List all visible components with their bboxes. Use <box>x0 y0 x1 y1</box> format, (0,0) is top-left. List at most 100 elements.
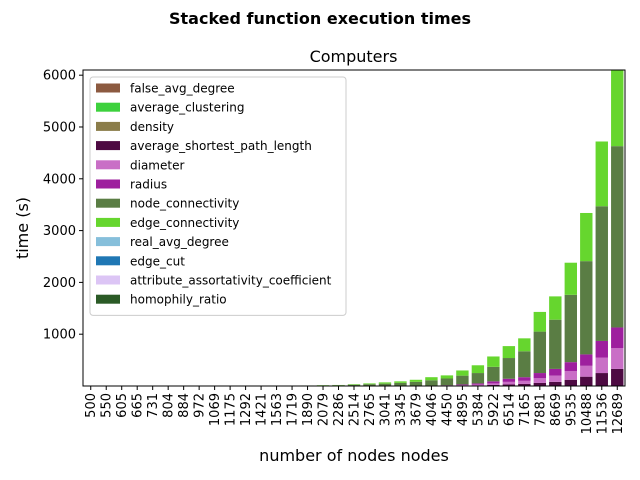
bar-edge_connectivity-3679 <box>409 379 423 382</box>
x-axis: 500 550 605 665 731 804 884 972 1069 1175 1292 1421… <box>84 386 626 434</box>
bar-edge_connectivity-12689 <box>611 70 624 147</box>
x-tick-label: 1421 <box>255 393 270 426</box>
bar-radius-7881 <box>533 373 547 379</box>
x-tick-label: 3041 <box>378 393 393 426</box>
bar-edge_connectivity-7165 <box>518 338 531 352</box>
bar-node_connectivity-7881 <box>533 331 547 374</box>
x-tick-label: 1069 <box>208 393 223 426</box>
bar-edge_connectivity-5384 <box>471 365 485 374</box>
legend-label-average_shortest_path_length: average_shortest_path_length <box>130 139 312 153</box>
x-tick-label: 4046 <box>425 393 440 426</box>
legend-swatch-edge_connectivity <box>96 217 120 227</box>
bar-radius-4450 <box>440 385 454 386</box>
bar-average_shortest_path_length-7881 <box>533 382 547 386</box>
legend-label-edge_connectivity: edge_connectivity <box>130 216 239 230</box>
bar-diameter-8669 <box>549 375 562 382</box>
legend-label-density: density <box>130 120 174 134</box>
y-tick-label: 6000 <box>43 69 76 84</box>
legend-swatch-radius <box>96 179 120 189</box>
bar-average_shortest_path_length-8669 <box>549 381 562 386</box>
bar-average_shortest_path_length-12689 <box>611 368 624 386</box>
bar-radius-5922 <box>487 381 500 384</box>
bar-radius-4895 <box>456 384 469 386</box>
legend: false_avg_degree average_clusteringdensit… <box>89 76 347 316</box>
bar-node_connectivity-4895 <box>456 375 469 385</box>
bar-diameter-7165 <box>518 380 531 384</box>
legend-label-real_avg_degree: real_avg_degree <box>130 235 229 249</box>
x-tick-label: 12689 <box>611 393 626 434</box>
bar-radius-5384 <box>471 383 485 385</box>
bar-edge_connectivity-3041 <box>378 382 392 384</box>
x-tick-label: 5384 <box>471 393 486 426</box>
x-axis-label: number of nodes nodes <box>259 446 449 465</box>
bar-edge_connectivity-7881 <box>533 311 547 332</box>
y-tick-label: 1000 <box>43 328 76 343</box>
y-tick-label: 3000 <box>43 224 76 239</box>
x-tick-label: 550 <box>100 393 115 418</box>
bar-node_connectivity-10488 <box>580 261 593 355</box>
bar-diameter-5922 <box>487 383 500 385</box>
x-tick-label: 605 <box>115 393 130 418</box>
bar-diameter-5384 <box>471 384 485 386</box>
legend-label-attribute_assortativity_coefficient: attribute_assortativity_coefficient <box>130 274 332 288</box>
x-tick-label: 2514 <box>348 393 363 426</box>
bar-edge_connectivity-8669 <box>549 296 562 320</box>
bar-edge_connectivity-4895 <box>456 370 469 376</box>
bar-radius-7165 <box>518 377 531 381</box>
bar-edge_connectivity-4046 <box>425 377 438 381</box>
legend-swatch-density <box>96 121 120 131</box>
x-tick-label: 7881 <box>533 393 548 426</box>
legend-swatch-node_connectivity <box>96 198 120 208</box>
x-tick-label: 7165 <box>518 393 533 426</box>
bar-diameter-12689 <box>611 348 624 369</box>
legend-swatch-average_clustering <box>96 102 120 112</box>
bar-node_connectivity-6514 <box>502 358 516 379</box>
bar-node_connectivity-3345 <box>394 382 407 386</box>
legend-label-homophily_ratio: homophily_ratio <box>130 293 227 307</box>
bar-radius-11536 <box>595 340 608 358</box>
x-tick-label: 1292 <box>239 393 254 426</box>
y-axis: 1000 2000 3000 4000 5000 6000 <box>43 69 83 343</box>
x-tick-label: 2079 <box>317 393 332 426</box>
x-tick-label: 972 <box>193 393 208 418</box>
legend-label-edge_cut: edge_cut <box>130 254 185 268</box>
legend-swatch-average_shortest_path_length <box>96 141 120 151</box>
x-tick-label: 3679 <box>409 393 424 426</box>
legend-swatch-homophily_ratio <box>96 294 120 304</box>
x-tick-label: 731 <box>146 393 161 418</box>
bar-radius-9535 <box>564 362 577 371</box>
figure-suptitle: Stacked function execution times <box>169 9 471 28</box>
bar-edge_connectivity-6514 <box>502 346 516 359</box>
y-axis-label: time (s) <box>13 197 32 259</box>
x-tick-label: 5922 <box>487 393 502 426</box>
legend-label-average_clustering: average_clustering <box>130 101 245 115</box>
legend-label-diameter: diameter <box>130 158 184 172</box>
bar-node_connectivity-4450 <box>440 378 454 386</box>
bar-node_connectivity-12689 <box>611 146 624 328</box>
bar-node_connectivity-11536 <box>595 206 608 341</box>
y-tick-label: 4000 <box>43 172 76 187</box>
bar-average_shortest_path_length-7165 <box>518 383 531 386</box>
x-tick-label: 6514 <box>502 393 517 426</box>
x-tick-label: 11536 <box>595 393 610 434</box>
bar-diameter-4895 <box>456 385 469 386</box>
bar-edge_connectivity-9535 <box>564 262 577 295</box>
bar-diameter-11536 <box>595 357 608 374</box>
bar-edge_connectivity-11536 <box>595 141 608 207</box>
y-tick-label: 2000 <box>43 276 76 291</box>
bar-edge_connectivity-5922 <box>487 356 500 367</box>
bar-edge_connectivity-4450 <box>440 375 454 379</box>
bar-node_connectivity-4046 <box>425 380 438 386</box>
x-tick-label: 2765 <box>363 393 378 426</box>
bar-diameter-9535 <box>564 370 577 380</box>
x-tick-label: 1890 <box>301 393 316 426</box>
legend-label-false_avg_degree: false_avg_degree <box>130 82 235 96</box>
x-tick-label: 1175 <box>224 393 239 426</box>
bar-radius-12689 <box>611 327 624 349</box>
bar-edge_connectivity-3345 <box>394 381 407 383</box>
bars-layer <box>301 70 624 386</box>
x-tick-label: 804 <box>162 393 177 418</box>
bar-diameter-10488 <box>580 365 593 377</box>
bar-average_shortest_path_length-6514 <box>502 384 516 386</box>
